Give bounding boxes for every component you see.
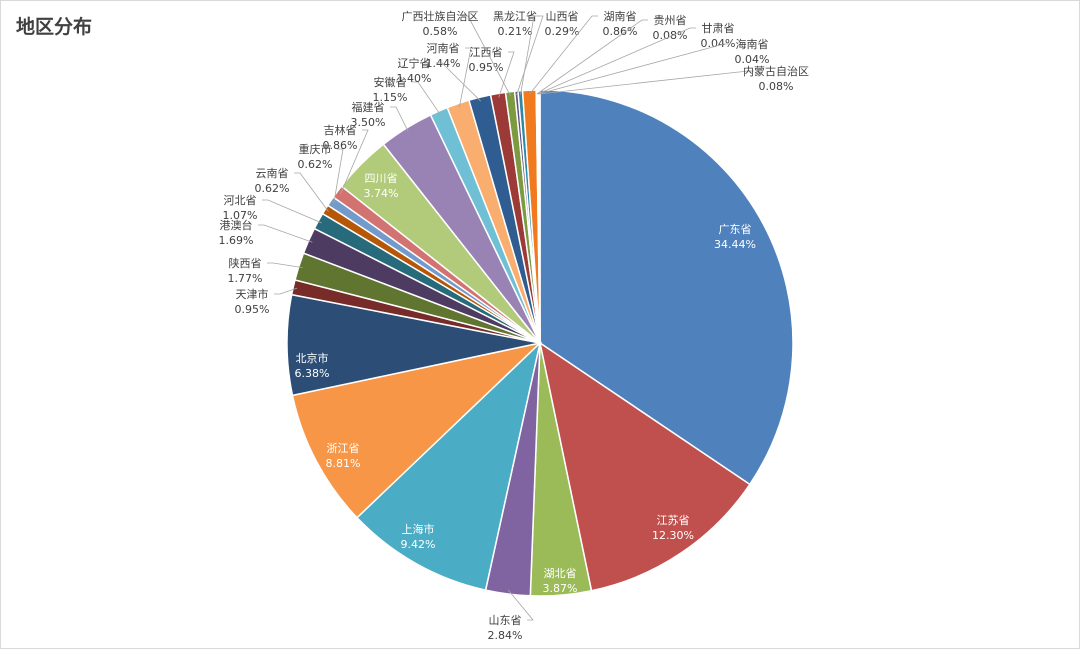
leader-line-20: [462, 15, 511, 96]
slice-value-22: 0.29%: [545, 25, 580, 38]
slice-label-8: 陕西省: [229, 256, 262, 270]
slice-label-22: 山西省: [546, 10, 579, 23]
slice-value-2: 3.87%: [543, 582, 578, 595]
slice-label-6: 北京市: [296, 351, 329, 365]
slice-value-26: 0.04%: [735, 53, 770, 66]
slice-value-20: 0.58%: [423, 25, 458, 38]
slice-label-23: 湖南省: [604, 10, 637, 23]
slice-label-19: 江西省: [470, 46, 503, 59]
slice-label-2: 湖北省: [544, 567, 577, 580]
leader-line-12: [333, 148, 344, 204]
slice-value-23: 0.86%: [603, 25, 638, 38]
slice-label-12: 重庆市: [299, 142, 332, 156]
slice-label-14: 四川省: [365, 172, 398, 185]
slice-label-5: 浙江省: [327, 442, 360, 455]
leader-line-16: [412, 81, 441, 116]
slice-value-5: 8.81%: [326, 457, 361, 470]
slice-value-3: 2.84%: [488, 629, 523, 642]
slice-label-18: 辽宁省: [398, 56, 431, 70]
leader-line-26: [538, 43, 730, 95]
slice-value-1: 12.30%: [652, 529, 694, 542]
leader-line-3: [507, 589, 534, 621]
slice-label-7: 天津市: [236, 287, 269, 301]
leader-line-15: [390, 106, 409, 132]
slice-label-9: 港澳台: [220, 218, 253, 232]
leader-line-17: [458, 47, 472, 108]
leader-line-23: [529, 15, 598, 95]
slice-label-17: 河南省: [427, 42, 460, 55]
slice-value-6: 6.38%: [295, 367, 330, 380]
leader-line-27: [539, 70, 754, 95]
slice-label-27: 内蒙古自治区: [743, 64, 809, 78]
pie-slice-0: [539, 89, 794, 486]
pie-slice-27: [537, 89, 541, 344]
chart-title: 地区分布: [16, 16, 93, 38]
slice-value-15: 3.50%: [351, 116, 386, 129]
slice-label-25: 甘肃省: [702, 22, 735, 35]
slice-label-3: 山东省: [489, 614, 522, 627]
leader-line-25: [537, 27, 696, 95]
slice-value-0: 34.44%: [714, 238, 756, 251]
slice-label-4: 上海市: [402, 522, 435, 536]
leader-line-10: [262, 199, 322, 224]
leader-line-13: [340, 129, 369, 195]
leader-line-9: [258, 224, 313, 243]
slice-value-7: 0.95%: [235, 303, 270, 316]
slice-label-15: 福建省: [352, 100, 385, 114]
slice-value-21: 0.21%: [498, 25, 533, 38]
slice-value-11: 0.62%: [255, 182, 290, 195]
pie-slice-5: [291, 341, 543, 519]
slice-value-18: 1.40%: [397, 72, 432, 85]
slice-value-13: 0.86%: [323, 139, 358, 152]
slice-label-1: 江苏省: [657, 514, 690, 527]
slice-value-10: 1.07%: [223, 209, 258, 222]
slice-value-14: 3.74%: [364, 187, 399, 200]
slice-label-24: 贵州省: [654, 14, 687, 27]
slice-label-26: 海南省: [736, 37, 769, 51]
slice-value-9: 1.69%: [219, 234, 254, 247]
slice-label-11: 云南省: [256, 167, 289, 180]
leader-line-8: [267, 262, 303, 268]
slice-label-21: 黑龙江省: [493, 10, 537, 23]
slice-label-16: 安徽省: [374, 75, 407, 89]
leader-line-22: [520, 15, 540, 95]
slice-label-13: 吉林省: [324, 123, 357, 137]
slice-value-4: 9.42%: [401, 538, 436, 551]
slice-value-24: 0.08%: [653, 29, 688, 42]
slice-value-27: 0.08%: [759, 80, 794, 93]
pie-slice-4: [355, 340, 542, 591]
slice-value-19: 0.95%: [469, 61, 504, 74]
leader-line-11: [294, 172, 329, 212]
slice-value-12: 0.62%: [298, 158, 333, 171]
leader-line-7: [274, 287, 298, 295]
slice-label-10: 河北省: [224, 194, 257, 207]
leader-line-18: [436, 62, 481, 102]
pie-slice-1: [538, 341, 751, 592]
slice-label-0: 广东省: [719, 223, 752, 236]
slice-label-20: 广西壮族自治区: [402, 9, 479, 23]
slice-value-16: 1.15%: [373, 91, 408, 104]
slice-value-25: 0.04%: [701, 37, 736, 50]
leader-line-19: [498, 51, 515, 98]
slice-value-8: 1.77%: [228, 272, 263, 285]
leader-line-24: [536, 19, 648, 95]
